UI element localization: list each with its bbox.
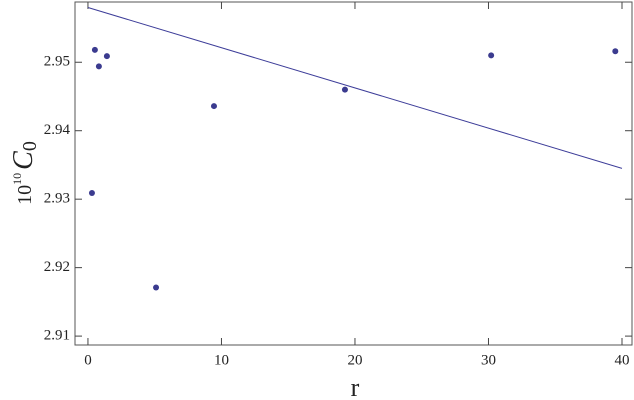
point	[210, 103, 217, 110]
x-tick-label: 30	[481, 352, 496, 368]
y-axis-label: 1010 C0	[8, 141, 40, 205]
y-tick-label: 2.93	[44, 191, 70, 207]
plot-frame	[74, 1, 633, 346]
point	[88, 190, 95, 197]
point	[103, 53, 110, 60]
y-label-exponent: 10	[10, 173, 24, 185]
y-tick-label: 2.92	[44, 259, 70, 275]
point	[488, 52, 495, 59]
point	[153, 284, 160, 291]
y-tick-label: 2.95	[44, 54, 70, 70]
y-label-base: 10	[14, 185, 36, 205]
x-tick-label: 40	[614, 352, 629, 368]
point	[95, 63, 102, 70]
fit-line	[87, 6, 623, 169]
y-label-symbol: C	[8, 151, 39, 170]
x-tick-label: 20	[347, 352, 362, 368]
x-tick-label: 0	[84, 352, 92, 368]
point	[341, 86, 348, 93]
x-axis-label: r	[351, 373, 360, 400]
point	[91, 46, 98, 53]
y-tick-label: 2.91	[44, 328, 70, 344]
y-tick-label: 2.94	[44, 122, 71, 138]
y-label-subscript: 0	[19, 141, 41, 151]
point	[612, 48, 619, 55]
x-tick-label: 10	[214, 352, 229, 368]
